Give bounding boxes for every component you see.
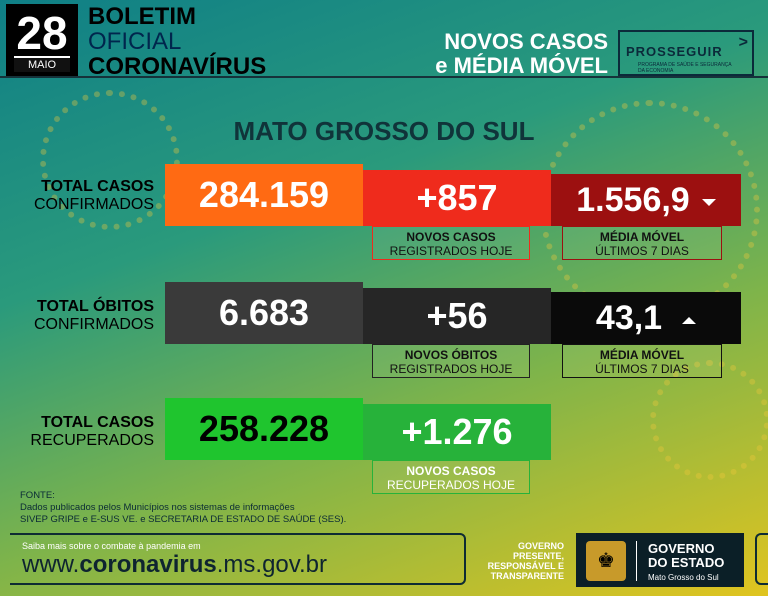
deaths-average-caption-bold: MÉDIA MÓVEL <box>599 348 685 362</box>
cases-row-label: TOTAL CASOS CONFIRMADOS <box>10 178 154 214</box>
government-logo-title: GOVERNO DO ESTADO <box>648 542 724 570</box>
source-line-1: Dados publicados pelos Municípios nos si… <box>20 502 295 513</box>
prosseguir-title: PROSSEGUIR <box>626 44 723 59</box>
url-bold: coronavirus <box>79 551 217 578</box>
cases-moving-average-value: 1.556,9 <box>576 181 690 219</box>
virus-decoration-icon <box>40 90 180 230</box>
new-deaths-caption-bold: NOVOS ÓBITOS <box>404 348 498 362</box>
bulletin-title: BOLETIM OFICIAL CORONAVÍRUS <box>88 4 266 79</box>
date-day: 28 <box>16 7 68 59</box>
virus-decoration-icon <box>650 360 768 480</box>
deaths-label-bold: TOTAL ÓBITOS <box>36 298 154 315</box>
deaths-label-normal: CONFIRMADOS <box>34 316 154 333</box>
gov-state-name: Mato Grosso do Sul <box>648 573 719 582</box>
slogan-line-2: PRESENTE, <box>512 551 564 561</box>
new-cases-value: +857 <box>363 170 551 226</box>
cases-average-caption: MÉDIA MÓVEL ÚLTIMOS 7 DIAS <box>562 226 722 260</box>
total-cases-value: 284.159 <box>165 164 363 226</box>
recovered-label-bold: TOTAL CASOS <box>41 414 154 431</box>
new-recovered-caption-normal: RECUPERADOS HOJE <box>386 478 516 492</box>
new-cases-caption-normal: REGISTRADOS HOJE <box>389 244 513 258</box>
section-heading-line-1: NOVOS CASOS <box>444 29 608 54</box>
header-divider <box>0 76 768 78</box>
cases-average-caption-normal: ÚLTIMOS 7 DIAS <box>595 244 689 258</box>
section-heading: NOVOS CASOS e MÉDIA MÓVEL <box>435 30 608 78</box>
url-prefix: www. <box>22 551 80 578</box>
date-badge: 28 MAIO <box>6 4 78 76</box>
chevron-right-icon: > <box>738 34 748 51</box>
new-recovered-caption-bold: NOVOS CASOS <box>406 464 496 478</box>
slogan-line-4: TRANSPARENTE <box>490 571 564 581</box>
deaths-moving-average: 43,1 <box>551 292 741 344</box>
new-cases-caption-bold: NOVOS CASOS <box>406 230 496 244</box>
prosseguir-logo: > PROSSEGUIR PROGRAMA DE SAÚDE E SEGURAN… <box>618 30 754 76</box>
government-slogan: GOVERNO PRESENTE, RESPONSÁVEL E TRANSPAR… <box>478 541 564 581</box>
trend-up-icon <box>682 316 697 324</box>
website-link[interactable]: www.coronavirus.ms.gov.br <box>22 551 327 579</box>
new-deaths-caption: NOVOS ÓBITOS REGISTRADOS HOJE <box>372 344 530 378</box>
total-deaths-value: 6.683 <box>165 282 363 344</box>
right-banner-edge <box>755 533 768 585</box>
website-banner: Saiba mais sobre o combate à pandemia em… <box>10 533 466 585</box>
cases-label-normal: CONFIRMADOS <box>34 196 154 213</box>
new-cases-caption: NOVOS CASOS REGISTRADOS HOJE <box>372 226 530 260</box>
prosseguir-subtitle: PROGRAMA DE SAÚDE E SEGURANÇA DA ECONOMI… <box>638 62 732 74</box>
title-line-2: OFICIAL <box>88 28 182 55</box>
cases-moving-average: 1.556,9 <box>551 174 741 226</box>
gov-title-line-2: DO ESTADO <box>648 555 725 570</box>
cases-label-bold: TOTAL CASOS <box>41 178 154 195</box>
source-note: FONTE: Dados publicados pelos Municípios… <box>20 490 346 526</box>
cases-average-caption-bold: MÉDIA MÓVEL <box>599 230 685 244</box>
date-month: MAIO <box>14 56 70 72</box>
deaths-average-caption: MÉDIA MÓVEL ÚLTIMOS 7 DIAS <box>562 344 722 378</box>
deaths-row-label: TOTAL ÓBITOS CONFIRMADOS <box>10 298 154 334</box>
source-line-2: SIVEP GRIPE e E-SUS VE. e SECRETARIA DE … <box>20 514 347 525</box>
slogan-line-1: GOVERNO <box>517 541 564 551</box>
source-title: FONTE: <box>20 490 55 501</box>
deaths-average-caption-normal: ÚLTIMOS 7 DIAS <box>595 362 689 376</box>
new-deaths-value: +56 <box>363 288 551 344</box>
state-title: MATO GROSSO DO SUL <box>233 116 535 146</box>
government-logo: ♚ GOVERNO DO ESTADO Mato Grosso do Sul <box>576 533 744 587</box>
new-deaths-caption-normal: REGISTRADOS HOJE <box>389 362 513 376</box>
title-line-1: BOLETIM <box>88 3 196 30</box>
total-recovered-value: 258.228 <box>165 398 363 460</box>
url-suffix: .ms.gov.br <box>216 551 327 578</box>
trend-down-icon <box>701 198 716 206</box>
recovered-row-label: TOTAL CASOS RECUPERADOS <box>10 414 154 450</box>
website-caption: Saiba mais sobre o combate à pandemia em <box>22 541 201 551</box>
new-recovered-value: +1.276 <box>363 404 551 460</box>
state-crest-icon: ♚ <box>586 541 626 581</box>
new-recovered-caption: NOVOS CASOS RECUPERADOS HOJE <box>372 460 530 494</box>
deaths-moving-average-value: 43,1 <box>595 299 663 337</box>
logo-divider <box>636 541 637 581</box>
title-line-3: CORONAVÍRUS <box>88 53 267 80</box>
recovered-label-normal: RECUPERADOS <box>30 432 154 449</box>
gov-title-line-1: GOVERNO <box>648 541 715 556</box>
section-heading-line-2: e MÉDIA MÓVEL <box>435 53 608 78</box>
slogan-line-3: RESPONSÁVEL E <box>487 561 564 571</box>
